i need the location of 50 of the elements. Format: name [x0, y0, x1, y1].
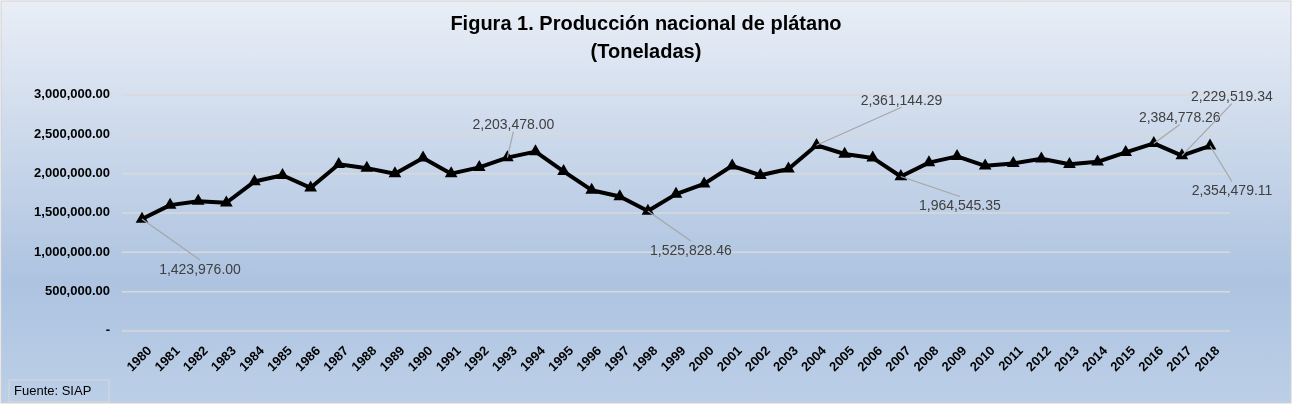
y-tick-label: 1,000,000.00: [34, 243, 110, 259]
point: [557, 163, 570, 175]
point: [360, 160, 374, 172]
data-label: 2,361,144.29: [860, 91, 943, 108]
data-label: 2,354,479.11: [1191, 182, 1273, 199]
y-tick-label: 1,500,000.00: [34, 204, 110, 220]
point: [191, 193, 205, 205]
point: [1147, 136, 1161, 148]
point: [1119, 145, 1133, 157]
point: [669, 186, 683, 198]
point: [978, 158, 992, 170]
point: [248, 174, 261, 186]
chart-title: Figura 1. Producción nacional de plátano: [450, 12, 842, 34]
point: [922, 155, 936, 167]
point: [219, 195, 233, 207]
point: [782, 161, 795, 173]
point: [304, 180, 317, 192]
point: [866, 150, 880, 162]
point: [529, 144, 542, 156]
point: [1091, 154, 1104, 166]
point: [163, 197, 177, 209]
y-tick-label: 3,000,000.00: [34, 86, 110, 102]
point: [697, 176, 711, 188]
point: [950, 149, 964, 161]
point: [1063, 156, 1076, 168]
y-tick-label: 500,000.00: [44, 283, 110, 299]
point: [1006, 156, 1020, 168]
point: [416, 150, 430, 162]
point: [725, 158, 739, 170]
point: [444, 166, 458, 178]
data-label: 2,203,478.00: [472, 116, 555, 133]
source-note: Fuente: SIAP: [14, 383, 92, 399]
point: [388, 166, 402, 178]
data-label: 1,964,545.35: [918, 197, 1001, 214]
y-tick-label: -: [105, 322, 110, 338]
point: [585, 182, 599, 194]
point: [332, 156, 346, 168]
y-tick-label: 2,000,000.00: [34, 165, 110, 181]
y-tick-label: 2,500,000.00: [34, 125, 110, 141]
point: [1035, 151, 1048, 163]
point: [838, 146, 851, 158]
data-label: 1,423,976.00: [159, 260, 242, 277]
point: [472, 160, 486, 172]
chart-subtitle: (Toneladas): [590, 40, 702, 62]
point: [613, 189, 627, 201]
point: [810, 137, 823, 149]
data-label: 2,229,519.34: [1191, 88, 1273, 105]
data-label: 1,525,828.46: [650, 241, 732, 258]
point: [753, 167, 767, 179]
data-label: 2,384,778.26: [1138, 109, 1221, 126]
